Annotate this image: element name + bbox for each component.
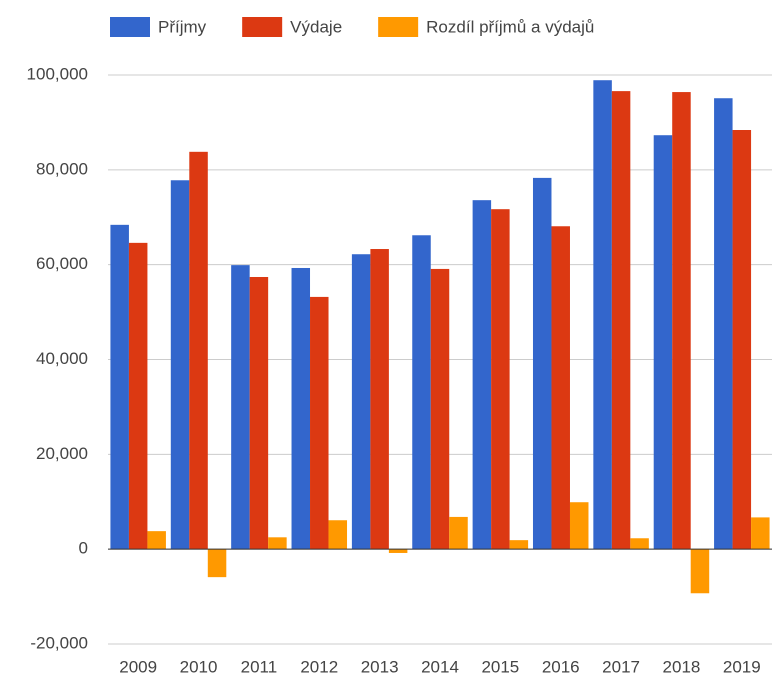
x-tick-label: 2016 bbox=[542, 657, 580, 676]
bar bbox=[653, 135, 673, 550]
y-tick-label: 40,000 bbox=[36, 349, 88, 368]
bar bbox=[751, 517, 770, 550]
bar bbox=[611, 91, 631, 550]
legend-swatch bbox=[378, 17, 419, 37]
bar bbox=[491, 209, 510, 550]
bar bbox=[449, 516, 468, 550]
x-tick-label: 2018 bbox=[663, 657, 701, 676]
bar bbox=[128, 242, 148, 550]
bar bbox=[189, 151, 208, 550]
y-tick-label: 0 bbox=[79, 539, 88, 558]
bar bbox=[532, 177, 552, 550]
bar bbox=[732, 130, 752, 550]
bar bbox=[672, 92, 691, 550]
x-tick-label: 2015 bbox=[481, 657, 519, 676]
legend-label: Příjmy bbox=[158, 17, 207, 36]
bar bbox=[430, 268, 450, 550]
x-tick-label: 2010 bbox=[180, 657, 218, 676]
bar bbox=[714, 98, 733, 550]
bar bbox=[370, 249, 389, 550]
bar bbox=[231, 265, 250, 550]
bar bbox=[147, 531, 166, 550]
bar bbox=[509, 540, 529, 550]
x-tick-label: 2009 bbox=[119, 657, 157, 676]
bar bbox=[170, 180, 190, 550]
bar bbox=[249, 276, 269, 550]
bar bbox=[310, 296, 329, 550]
bar bbox=[268, 537, 287, 550]
bar bbox=[207, 549, 227, 578]
y-tick-label: 60,000 bbox=[36, 254, 88, 273]
bar bbox=[690, 549, 710, 594]
bar bbox=[569, 502, 589, 550]
bar bbox=[630, 538, 649, 550]
x-tick-label: 2012 bbox=[300, 657, 338, 676]
x-tick-label: 2014 bbox=[421, 657, 459, 676]
x-tick-label: 2019 bbox=[723, 657, 761, 676]
y-tick-label: 80,000 bbox=[36, 159, 88, 178]
x-tick-label: 2017 bbox=[602, 657, 640, 676]
bar bbox=[551, 226, 570, 550]
bar bbox=[328, 520, 348, 550]
y-tick-label: 20,000 bbox=[36, 444, 88, 463]
legend-label: Výdaje bbox=[290, 17, 342, 36]
y-tick-label: 100,000 bbox=[27, 64, 88, 83]
y-tick-label: -20,000 bbox=[30, 633, 88, 652]
x-tick-label: 2011 bbox=[241, 657, 278, 676]
bar bbox=[291, 267, 311, 550]
legend-swatch bbox=[110, 17, 150, 37]
bar bbox=[388, 549, 408, 553]
legend-swatch bbox=[242, 17, 283, 37]
legend-label: Rozdíl příjmů a výdajů bbox=[426, 17, 594, 36]
bar bbox=[472, 200, 492, 550]
x-tick-label: 2013 bbox=[361, 657, 399, 676]
bar bbox=[110, 224, 129, 550]
bar bbox=[351, 254, 371, 550]
bar bbox=[412, 235, 431, 550]
bar bbox=[593, 80, 612, 550]
